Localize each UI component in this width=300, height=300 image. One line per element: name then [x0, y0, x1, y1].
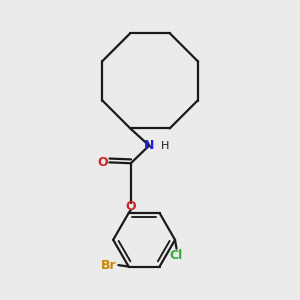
Text: H: H: [161, 141, 170, 151]
Text: O: O: [125, 200, 136, 213]
Text: Br: Br: [101, 259, 116, 272]
Text: N: N: [144, 139, 154, 152]
Text: O: O: [98, 156, 108, 169]
Text: Cl: Cl: [170, 249, 183, 262]
